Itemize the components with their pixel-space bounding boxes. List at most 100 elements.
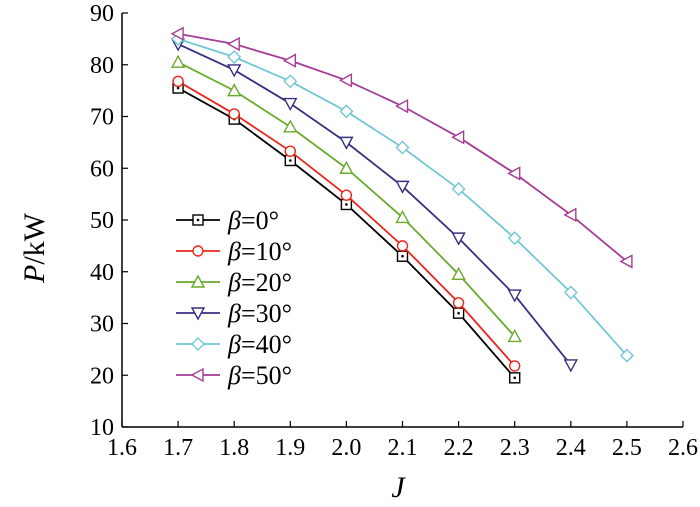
data-point bbox=[340, 189, 353, 201]
data-point bbox=[338, 73, 353, 88]
y-tick-label: 50 bbox=[90, 208, 114, 234]
data-point-dot bbox=[401, 254, 404, 258]
data-point bbox=[227, 83, 242, 97]
y-tick-label: 10 bbox=[90, 415, 114, 441]
y-tick-label: 40 bbox=[90, 260, 114, 286]
y-axis-title-variable: P bbox=[18, 265, 51, 284]
data-point bbox=[283, 74, 298, 89]
data-point-dot bbox=[176, 86, 180, 90]
legend-item: β=20° bbox=[176, 268, 292, 297]
data-point-dot bbox=[345, 203, 348, 206]
y-tick-label: 90 bbox=[90, 1, 114, 27]
y-tick-label: 30 bbox=[90, 312, 114, 338]
data-point bbox=[283, 97, 298, 112]
legend-marker-dot bbox=[196, 218, 200, 222]
data-point bbox=[282, 53, 296, 68]
axes: 1.6 1.7 1.8 1.9 2.0 2.1 2.2 2.3 2.4 2.5 2.6 10 20 30 4… bbox=[90, 1, 698, 461]
data-point-dot bbox=[289, 159, 292, 162]
series-0 bbox=[172, 82, 521, 384]
y-tick-label: 70 bbox=[90, 105, 114, 131]
data-point bbox=[170, 54, 186, 68]
legend-label-value: =50° bbox=[241, 361, 292, 390]
y-tick-label: 60 bbox=[90, 156, 114, 182]
x-tick-label: 2.5 bbox=[612, 435, 642, 461]
series-4 bbox=[171, 31, 634, 363]
legend-item: β=40° bbox=[176, 330, 292, 359]
data-point bbox=[509, 360, 521, 372]
x-tick-label: 2.0 bbox=[331, 435, 361, 461]
data-point bbox=[395, 209, 410, 224]
data-point bbox=[395, 140, 410, 155]
y-tick-label: 20 bbox=[90, 363, 114, 389]
y-axis-title-unit: /kW bbox=[18, 212, 51, 264]
legend-label-variable: β bbox=[227, 299, 241, 328]
data-point bbox=[228, 108, 240, 120]
x-tick-label: 1.6 bbox=[107, 435, 137, 461]
data-point bbox=[451, 266, 466, 281]
legend-label-value: =30° bbox=[241, 299, 292, 328]
data-point bbox=[172, 75, 184, 88]
data-point bbox=[283, 119, 298, 133]
legend-label: β=50° bbox=[227, 361, 292, 390]
legend-label: β=0° bbox=[227, 206, 279, 235]
series-line bbox=[177, 43, 572, 366]
data-point bbox=[226, 36, 240, 52]
legend-label: β=20° bbox=[227, 268, 292, 297]
legend-label-variable: β bbox=[227, 268, 241, 297]
legend-marker bbox=[191, 337, 205, 351]
x-axis-title: J bbox=[391, 471, 406, 504]
legend-label-variable: β bbox=[227, 206, 241, 235]
data-point bbox=[396, 240, 409, 252]
legend-item: β=0° bbox=[176, 206, 279, 235]
series-1 bbox=[172, 75, 521, 372]
data-point bbox=[227, 49, 242, 64]
legend-label-value: =10° bbox=[241, 237, 292, 266]
legend-label: β=10° bbox=[227, 237, 292, 266]
legend-marker bbox=[192, 245, 204, 257]
legend-marker bbox=[190, 367, 204, 383]
data-point bbox=[507, 166, 521, 181]
legend-marker bbox=[190, 274, 206, 288]
x-tick-label: 1.9 bbox=[275, 435, 305, 461]
legend: β=0°β=10°β=20°β=30°β=40°β=50° bbox=[176, 206, 292, 390]
data-point bbox=[619, 348, 634, 363]
data-point bbox=[619, 254, 633, 269]
legend-item: β=10° bbox=[176, 237, 292, 266]
legend-label: β=30° bbox=[227, 299, 292, 328]
x-tick-label: 2.4 bbox=[556, 435, 586, 461]
series-2 bbox=[170, 54, 522, 343]
legend-label: β=40° bbox=[227, 330, 292, 359]
y-tick-label: 80 bbox=[90, 53, 114, 79]
legend-label-variable: β bbox=[227, 361, 241, 390]
data-point bbox=[563, 285, 578, 300]
x-tick-label: 2.1 bbox=[388, 435, 418, 461]
data-point bbox=[451, 232, 466, 246]
data-point bbox=[507, 289, 522, 303]
x-tick-label: 1.7 bbox=[163, 435, 193, 461]
data-point bbox=[395, 98, 409, 114]
legend-label-value: =0° bbox=[241, 206, 279, 235]
series-5 bbox=[170, 26, 633, 269]
data-point bbox=[451, 181, 466, 196]
y-axis-title: P/kW bbox=[18, 212, 51, 284]
legend-label-variable: β bbox=[227, 330, 241, 359]
legend-label-value: =20° bbox=[241, 268, 292, 297]
data-point bbox=[284, 145, 296, 157]
x-tick-label: 2.2 bbox=[444, 435, 474, 461]
data-point bbox=[339, 104, 354, 119]
data-point bbox=[227, 64, 242, 78]
x-tick-label: 2.3 bbox=[500, 435, 530, 461]
legend-label-variable: β bbox=[227, 237, 241, 266]
legend-marker bbox=[190, 307, 206, 321]
data-point bbox=[339, 136, 354, 150]
legend-label-value: =40° bbox=[241, 330, 292, 359]
legend-item: β=50° bbox=[176, 361, 292, 390]
series-group bbox=[170, 26, 634, 384]
data-point bbox=[452, 297, 465, 309]
data-point-dot bbox=[457, 311, 460, 315]
data-point-dot bbox=[513, 376, 516, 380]
x-tick-label: 2.6 bbox=[668, 435, 698, 461]
data-point bbox=[451, 130, 465, 145]
data-point bbox=[339, 160, 354, 174]
